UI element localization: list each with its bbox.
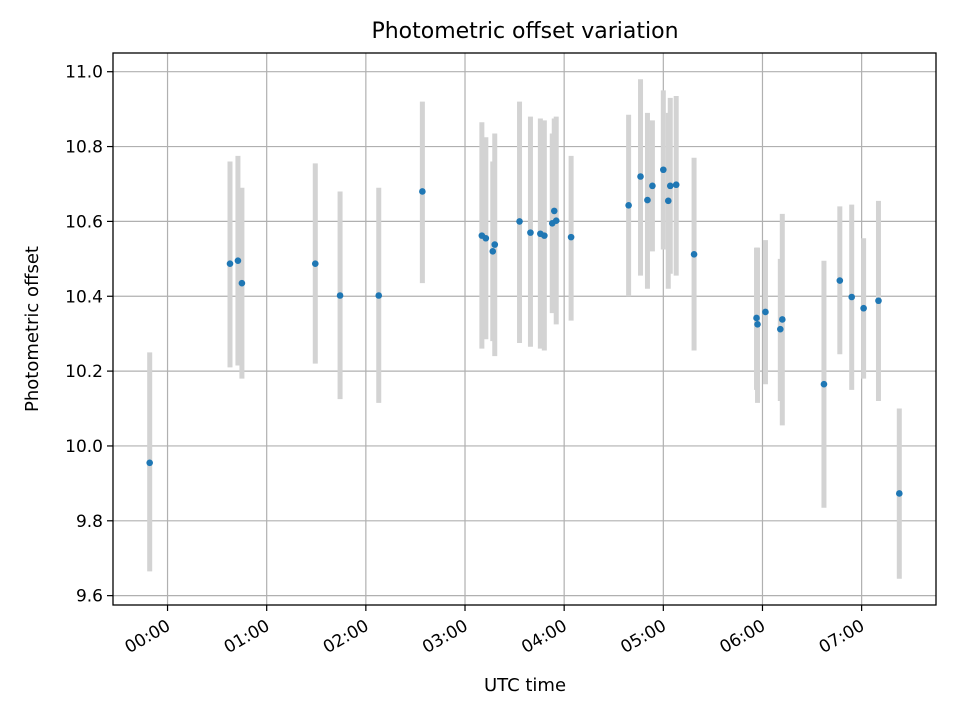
data-point: [482, 234, 490, 242]
data-point: [836, 277, 844, 284]
data-point: [762, 308, 769, 316]
y-tick-label: 10.0: [65, 437, 103, 457]
data-point: [489, 248, 497, 255]
data-point: [234, 257, 242, 265]
data-point: [146, 459, 153, 467]
data-point: [552, 217, 560, 224]
data-point: [779, 316, 786, 323]
y-tick-label: 9.8: [76, 512, 103, 532]
data-point: [848, 293, 856, 301]
data-point: [550, 207, 558, 215]
y-tick-label: 11.0: [65, 63, 103, 83]
data-point: [625, 202, 632, 209]
y-tick-label: 10.6: [65, 212, 103, 232]
y-tick-label: 9.6: [76, 587, 103, 607]
x-axis-label: UTC time: [484, 675, 566, 696]
data-point: [311, 260, 319, 267]
data-point: [860, 304, 867, 312]
data-point: [666, 182, 674, 190]
y-tick-label: 10.8: [65, 138, 103, 158]
chart-title: Photometric offset variation: [371, 19, 678, 44]
data-point: [226, 260, 234, 267]
data-point: [375, 292, 383, 299]
data-point: [754, 321, 761, 328]
point-layer: [146, 166, 903, 497]
data-point: [527, 229, 534, 236]
y-tick-label: 10.2: [65, 362, 103, 382]
data-point: [664, 197, 672, 205]
data-point: [660, 166, 667, 174]
data-point: [567, 233, 575, 241]
data-point: [672, 181, 680, 189]
data-point: [820, 380, 828, 388]
data-point: [491, 241, 499, 248]
data-point: [541, 232, 548, 239]
data-point: [336, 292, 344, 299]
data-point: [896, 490, 903, 497]
data-point: [644, 196, 651, 204]
data-point: [777, 325, 784, 333]
data-point: [753, 314, 760, 322]
data-point: [649, 182, 656, 190]
y-axis-label: Photometric offset: [22, 246, 43, 412]
data-point: [875, 297, 882, 305]
data-point: [419, 188, 426, 195]
plot-frame: [112, 52, 937, 606]
data-point: [238, 279, 246, 287]
data-point: [516, 218, 523, 225]
data-point: [690, 251, 698, 258]
y-tick-label: 10.4: [65, 287, 103, 307]
data-point: [637, 173, 644, 180]
